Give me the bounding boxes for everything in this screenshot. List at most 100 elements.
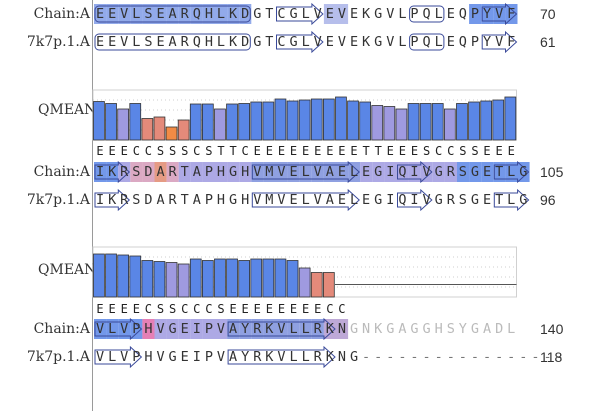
residue[interactable]: H xyxy=(204,34,213,50)
residue[interactable]: L xyxy=(349,164,359,180)
unmodeled-residue[interactable]: G xyxy=(470,321,480,337)
gap-residue[interactable]: - xyxy=(470,349,480,365)
residue[interactable]: G xyxy=(168,321,177,337)
unmodeled-residue[interactable]: S xyxy=(446,321,455,337)
residue[interactable]: A xyxy=(156,164,165,180)
residue[interactable]: F xyxy=(507,6,516,22)
residue[interactable]: V xyxy=(216,349,226,365)
residue[interactable]: H xyxy=(216,192,226,208)
residue[interactable]: D xyxy=(241,34,250,50)
residue[interactable]: K xyxy=(265,321,274,337)
residue[interactable]: V xyxy=(120,349,129,365)
residue[interactable]: Q xyxy=(398,192,407,208)
gap-residue[interactable]: - xyxy=(446,349,455,365)
residue[interactable]: L xyxy=(301,321,310,337)
residue[interactable]: V xyxy=(277,349,286,365)
residue[interactable]: H xyxy=(144,321,153,337)
residue[interactable]: A xyxy=(325,192,334,208)
residue[interactable]: N xyxy=(337,321,346,337)
residue[interactable]: K xyxy=(229,6,238,22)
residue[interactable]: P xyxy=(410,6,419,22)
residue[interactable]: G xyxy=(289,6,298,22)
gap-residue[interactable]: - xyxy=(543,349,552,365)
residue[interactable]: C xyxy=(277,6,286,22)
residue[interactable]: L xyxy=(301,349,310,365)
residue[interactable]: K xyxy=(325,349,334,365)
residue[interactable]: K xyxy=(108,192,117,208)
residue[interactable]: E xyxy=(108,34,117,50)
residue[interactable]: V xyxy=(156,321,165,337)
residue[interactable]: Y xyxy=(482,34,492,50)
unmodeled-residue[interactable]: A xyxy=(398,321,407,337)
residue[interactable]: Q xyxy=(458,6,467,22)
residue[interactable]: K xyxy=(229,34,238,50)
residue[interactable]: V xyxy=(156,349,165,365)
residue[interactable]: V xyxy=(337,34,346,50)
residue[interactable]: I xyxy=(192,321,201,337)
residue[interactable]: E xyxy=(362,164,371,180)
residue[interactable]: T xyxy=(265,6,274,22)
residue[interactable]: V xyxy=(277,192,286,208)
residue[interactable]: E xyxy=(482,164,492,180)
unmodeled-residue[interactable]: G xyxy=(422,321,431,337)
residue[interactable]: E xyxy=(325,6,334,22)
residue[interactable]: I xyxy=(410,164,419,180)
residue[interactable]: A xyxy=(229,321,238,337)
residue[interactable]: Q xyxy=(422,6,431,22)
residue[interactable]: E xyxy=(289,164,298,180)
residue[interactable]: L xyxy=(434,6,443,22)
residue[interactable]: H xyxy=(216,164,226,180)
residue[interactable]: V xyxy=(337,6,346,22)
residue[interactable]: L xyxy=(507,164,516,180)
residue[interactable]: L xyxy=(132,6,141,22)
gap-residue[interactable]: - xyxy=(434,349,443,365)
residue[interactable]: R xyxy=(313,321,322,337)
residue[interactable]: V xyxy=(422,192,431,208)
residue[interactable]: R xyxy=(180,6,189,22)
residue[interactable]: H xyxy=(241,164,250,180)
residue[interactable]: Y xyxy=(241,321,250,337)
residue[interactable]: E xyxy=(289,192,298,208)
residue[interactable]: S xyxy=(132,164,141,180)
residue[interactable]: V xyxy=(313,34,322,50)
residue[interactable]: Q xyxy=(192,6,201,22)
gap-residue[interactable]: - xyxy=(495,349,504,365)
residue[interactable]: S xyxy=(132,192,141,208)
residue[interactable]: L xyxy=(289,321,298,337)
residue[interactable]: R xyxy=(168,192,177,208)
residue[interactable]: P xyxy=(470,34,480,50)
residue[interactable]: A xyxy=(192,192,201,208)
residue[interactable]: E xyxy=(482,192,492,208)
residue[interactable]: V xyxy=(313,192,322,208)
residue[interactable]: V xyxy=(386,34,395,50)
residue[interactable]: R xyxy=(180,34,189,50)
residue[interactable]: A xyxy=(325,164,334,180)
residue[interactable]: L xyxy=(301,192,310,208)
residue[interactable]: A xyxy=(168,34,177,50)
residue[interactable]: T xyxy=(180,164,189,180)
residue[interactable]: E xyxy=(446,6,455,22)
residue[interactable]: D xyxy=(144,164,153,180)
residue[interactable]: K xyxy=(265,349,274,365)
unmodeled-residue[interactable]: H xyxy=(434,321,443,337)
residue[interactable]: L xyxy=(216,34,226,50)
gap-residue[interactable]: - xyxy=(410,349,419,365)
residue[interactable]: E xyxy=(349,34,359,50)
residue[interactable]: E xyxy=(180,321,189,337)
residue[interactable]: R xyxy=(253,321,262,337)
residue[interactable]: K xyxy=(108,164,117,180)
residue[interactable]: L xyxy=(507,192,516,208)
residue[interactable]: V xyxy=(253,164,262,180)
residue[interactable]: P xyxy=(470,6,480,22)
residue[interactable]: S xyxy=(458,192,467,208)
residue[interactable]: L xyxy=(398,6,407,22)
gap-residue[interactable]: - xyxy=(519,349,528,365)
residue[interactable]: E xyxy=(325,34,334,50)
unmodeled-residue[interactable]: L xyxy=(507,321,516,337)
residue[interactable]: G xyxy=(229,192,238,208)
residue[interactable]: I xyxy=(410,192,419,208)
residue[interactable]: G xyxy=(434,164,443,180)
residue[interactable]: V xyxy=(386,6,395,22)
